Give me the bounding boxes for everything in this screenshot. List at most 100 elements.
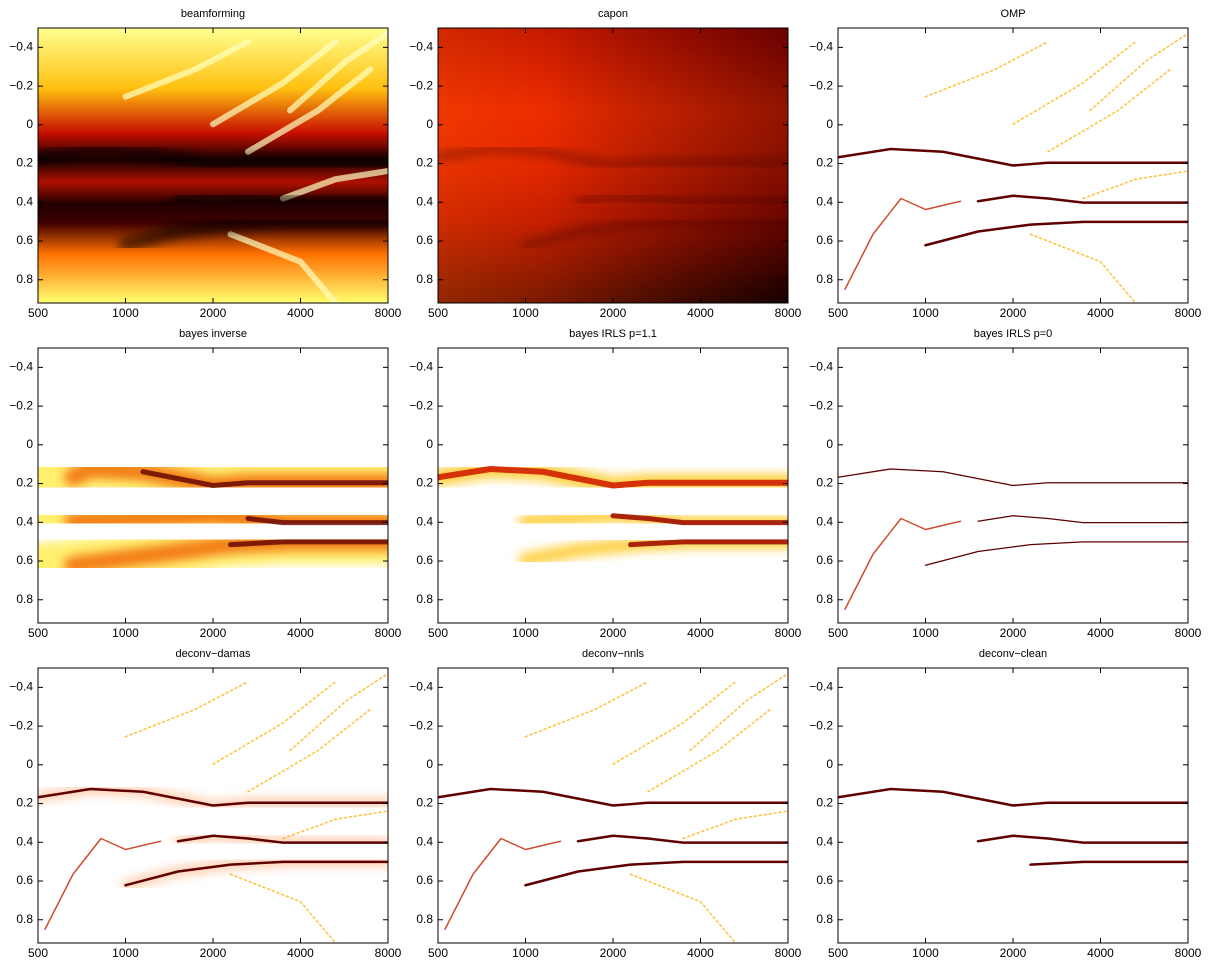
x-tick-label: 8000 [775, 946, 802, 960]
heatmap [838, 28, 1188, 303]
ridge [245, 66, 374, 155]
panel: deconv−nnls 500 1000 2000 4000 8000 −0.4 −0.2 0 0… [409, 648, 801, 960]
y-tick-label: −0.2 [9, 78, 33, 92]
ridge [245, 516, 388, 526]
y-tick-label: 0.6 [16, 233, 33, 247]
x-tick-label: 8000 [775, 626, 802, 640]
ridge [610, 513, 788, 526]
x-tick-label: 2000 [200, 306, 227, 320]
y-tick-label: −0.4 [9, 40, 33, 54]
y-tick-label: −0.4 [809, 680, 833, 694]
x-tick-label: 500 [428, 946, 448, 960]
x-tick-label: 500 [428, 626, 448, 640]
y-tick-label: −0.4 [809, 360, 833, 374]
heatmap [38, 348, 388, 623]
ridge [629, 873, 737, 943]
x-tick-label: 500 [828, 626, 848, 640]
ridge [924, 541, 1188, 566]
y-tick-label: −0.2 [409, 718, 433, 732]
y-tick-label: 0.8 [416, 912, 433, 926]
ridge [1089, 32, 1188, 112]
ridge [647, 708, 772, 793]
x-tick-label: 2000 [1000, 306, 1027, 320]
x-tick-label: 2000 [600, 946, 627, 960]
x-tick-label: 1000 [512, 626, 539, 640]
y-tick-label: 0.4 [416, 514, 433, 528]
heatmap [38, 28, 388, 303]
panel-title: bayes inverse [179, 328, 247, 340]
y-tick-label: 0.8 [816, 592, 833, 606]
x-tick-label: 4000 [287, 626, 314, 640]
ridge [280, 168, 388, 202]
y-tick-label: 0.4 [16, 194, 33, 208]
y-tick-label: −0.2 [809, 78, 833, 92]
panel: capon 500 1000 2000 4000 8000 −0.4 −0.2 0 0.2 0.4 0… [409, 8, 801, 320]
ridge [247, 708, 372, 793]
y-tick-label: −0.2 [809, 398, 833, 412]
x-tick-label: 4000 [687, 626, 714, 640]
panel-title: deconv−damas [176, 648, 251, 660]
x-tick-label: 500 [28, 306, 48, 320]
y-tick-label: 0 [26, 117, 33, 131]
y-tick-label: 0.4 [416, 834, 433, 848]
ridge [38, 787, 388, 807]
y-tick-label: 0.6 [16, 553, 33, 567]
ridge [524, 860, 788, 887]
heatmap [438, 668, 788, 943]
ridge [575, 192, 788, 206]
y-tick-label: 0.6 [816, 233, 833, 247]
y-tick-label: 0.4 [816, 194, 833, 208]
x-tick-label: 4000 [287, 306, 314, 320]
y-tick-label: 0.6 [16, 873, 33, 887]
y-tick-label: 0.4 [16, 514, 33, 528]
y-tick-label: 0.6 [416, 233, 433, 247]
ridge [289, 672, 388, 752]
y-tick-label: 0 [26, 437, 33, 451]
ridge [124, 860, 388, 887]
x-tick-label: 4000 [687, 306, 714, 320]
x-tick-label: 4000 [687, 946, 714, 960]
y-tick-label: −0.2 [809, 718, 833, 732]
x-tick-label: 500 [428, 306, 448, 320]
heatmap [438, 348, 788, 623]
y-tick-label: 0.2 [416, 156, 433, 170]
x-tick-label: 2000 [1000, 946, 1027, 960]
panel-title: bayes IRLS p=0 [974, 328, 1053, 340]
ridge [287, 30, 388, 114]
x-tick-label: 8000 [375, 946, 402, 960]
y-tick-label: 0.8 [416, 272, 433, 286]
y-tick-label: 0.2 [416, 476, 433, 490]
y-tick-label: 0.2 [416, 796, 433, 810]
x-tick-label: 500 [828, 946, 848, 960]
heatmap [438, 28, 788, 303]
x-tick-label: 1000 [112, 626, 139, 640]
y-tick-label: 0.2 [816, 476, 833, 490]
y-tick-label: 0.2 [816, 796, 833, 810]
y-tick-label: 0 [826, 437, 833, 451]
y-tick-label: −0.2 [9, 718, 33, 732]
ridge [924, 220, 1188, 247]
ridge [438, 787, 788, 807]
x-tick-label: 500 [828, 306, 848, 320]
y-tick-label: 0.4 [416, 194, 433, 208]
ridge [1012, 41, 1137, 125]
panel: bayes IRLS p=1.1 500 1000 2000 4000 8000 −0.4 −… [409, 328, 801, 640]
ridge [924, 41, 1049, 98]
y-tick-label: 0.6 [416, 553, 433, 567]
ridge [844, 197, 962, 290]
y-tick-label: 0 [426, 437, 433, 451]
y-tick-label: 0.6 [416, 873, 433, 887]
ridge [682, 810, 788, 840]
ridge [689, 672, 788, 752]
x-tick-label: 1000 [112, 946, 139, 960]
ridge [140, 469, 388, 488]
ridge [122, 38, 251, 100]
ridge [576, 834, 788, 844]
y-tick-label: −0.4 [409, 680, 433, 694]
ridge [612, 681, 737, 765]
panel-title: capon [598, 8, 628, 20]
x-tick-label: 1000 [112, 306, 139, 320]
x-tick-label: 500 [28, 626, 48, 640]
panel: deconv−clean 500 1000 2000 4000 8000 −0.4 −0.2 0… [809, 648, 1201, 960]
y-tick-label: 0.8 [816, 272, 833, 286]
